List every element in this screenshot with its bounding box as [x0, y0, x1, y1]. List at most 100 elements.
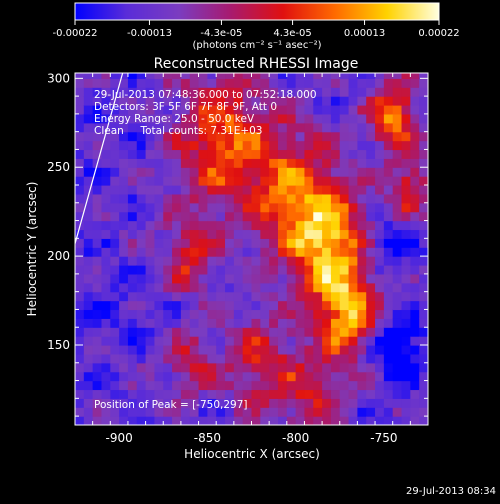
- heatmap-cell: [127, 185, 138, 195]
- heatmap-cell: [419, 300, 428, 311]
- heatmap-cell: [119, 176, 129, 186]
- heatmap-cell: [101, 202, 111, 213]
- heatmap-cell: [392, 407, 403, 417]
- heatmap-cell: [348, 229, 358, 239]
- heatmap-cell: [304, 96, 314, 106]
- heatmap-cell: [375, 140, 385, 151]
- heatmap-cell: [198, 362, 208, 373]
- heatmap-cell: [277, 140, 288, 151]
- heatmap-cell: [225, 122, 235, 133]
- heatmap-cell: [154, 229, 164, 239]
- heatmap-cell: [366, 78, 376, 88]
- heatmap-cell: [295, 327, 306, 337]
- heatmap-cell: [233, 131, 244, 142]
- heatmap-cell: [295, 380, 306, 391]
- heatmap-cell: [136, 380, 147, 391]
- heatmap-cell: [92, 256, 103, 266]
- heatmap-cell: [286, 291, 297, 302]
- heatmap-cell: [383, 416, 394, 425]
- heatmap-cell: [242, 238, 253, 248]
- heatmap-cell: [75, 273, 85, 284]
- heatmap-cell: [154, 309, 164, 319]
- heatmap-cell: [180, 87, 191, 97]
- heatmap-cell: [410, 140, 420, 151]
- heatmap-cell: [198, 416, 208, 425]
- heatmap-cell: [322, 238, 332, 248]
- heatmap-cell: [101, 87, 111, 97]
- heatmap-cell: [127, 96, 138, 106]
- heatmap-cell: [269, 318, 279, 328]
- heatmap-cell: [101, 247, 111, 257]
- heatmap-cell: [251, 229, 261, 239]
- heatmap-cell: [180, 238, 191, 248]
- heatmap-cell: [401, 345, 411, 355]
- heatmap-cell: [92, 96, 103, 106]
- heatmap-cell: [207, 362, 217, 373]
- heatmap-cell: [110, 371, 120, 382]
- heatmap-cell: [304, 176, 314, 186]
- heatmap-cell: [189, 398, 200, 408]
- heatmap-cell: [233, 113, 244, 124]
- heatmap-cell: [110, 256, 120, 266]
- heatmap-cell: [198, 256, 208, 266]
- heatmap-cell: [198, 389, 208, 399]
- heatmap-cell: [348, 73, 358, 79]
- colorbar-tick-label: -0.00013: [127, 28, 172, 39]
- heatmap-cell: [348, 202, 358, 213]
- heatmap-cell: [172, 398, 182, 408]
- heatmap-cell: [216, 380, 226, 391]
- heatmap-cell: [163, 229, 173, 239]
- heatmap-cell: [136, 273, 147, 284]
- heatmap-cell: [92, 113, 103, 124]
- heatmap-cell: [357, 282, 367, 293]
- heatmap-cell: [313, 131, 323, 142]
- heatmap-cell: [75, 416, 85, 425]
- heatmap-cell: [322, 345, 332, 355]
- heatmap-cell: [330, 371, 341, 382]
- heatmap-cell: [260, 362, 270, 373]
- heatmap-cell: [419, 238, 428, 248]
- heatmap-cell: [75, 78, 85, 88]
- heatmap-cell: [330, 362, 341, 373]
- heatmap-cell: [242, 167, 253, 177]
- heatmap-cell: [277, 247, 288, 257]
- heatmap-cell: [225, 362, 235, 373]
- heatmap-cell: [101, 265, 111, 275]
- heatmap-cell: [225, 371, 235, 382]
- heatmap-cell: [260, 73, 270, 79]
- heatmap-cell: [119, 398, 129, 408]
- heatmap-cell: [269, 149, 279, 159]
- heatmap-cell: [189, 362, 200, 373]
- heatmap-cell: [375, 220, 385, 231]
- heatmap-cell: [233, 96, 244, 106]
- heatmap-cell: [189, 416, 200, 425]
- heatmap-cell: [145, 158, 156, 168]
- heatmap-cell: [83, 113, 94, 124]
- heatmap-cell: [154, 265, 164, 275]
- heatmap-cell: [198, 131, 208, 142]
- heatmap-cell: [242, 309, 253, 319]
- heatmap-cell: [357, 265, 367, 275]
- heatmap-cell: [269, 220, 279, 231]
- heatmap-cell: [357, 140, 367, 151]
- heatmap-cell: [339, 202, 350, 213]
- heatmap-cell: [198, 113, 208, 124]
- heatmap-cell: [233, 122, 244, 133]
- heatmap-cell: [110, 140, 120, 151]
- heatmap-cell: [375, 389, 385, 399]
- heatmap-cell: [163, 131, 173, 142]
- heatmap-cell: [392, 247, 403, 257]
- heatmap-cell: [145, 73, 156, 79]
- heatmap-cell: [83, 96, 94, 106]
- heatmap-cell: [233, 229, 244, 239]
- heatmap-cell: [207, 300, 217, 311]
- heatmap-cell: [383, 353, 394, 364]
- heatmap-cell: [145, 291, 156, 302]
- heatmap-cell: [75, 193, 85, 204]
- heatmap-cell: [136, 78, 147, 88]
- heatmap-cell: [92, 265, 103, 275]
- heatmap-cell: [357, 336, 367, 346]
- heatmap-cell: [251, 371, 261, 382]
- heatmap-cell: [260, 87, 270, 97]
- heatmap-cell: [154, 122, 164, 133]
